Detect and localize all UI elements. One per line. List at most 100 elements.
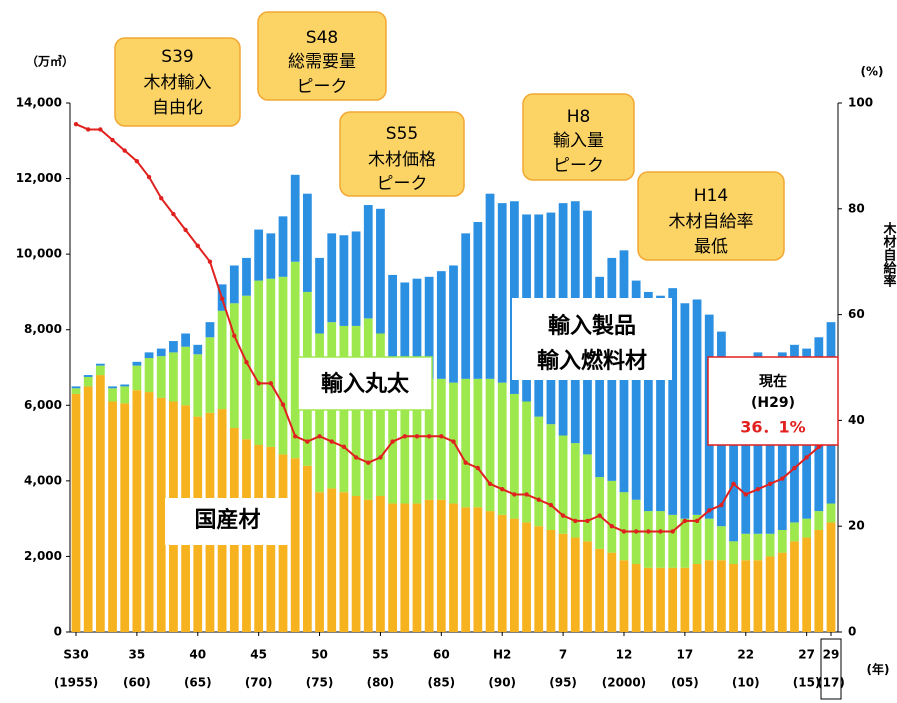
bar-segment [729,386,738,542]
bar-segment [71,393,81,632]
rate-point [560,513,566,518]
bar-segment [95,375,105,632]
rate-point [475,465,481,471]
rate-point [292,434,298,439]
bar-segment [619,560,629,632]
y2-tick-label: 80 [848,201,865,215]
callout-text: ピーク [553,156,604,176]
bar-segment [765,533,775,557]
rate-point [658,529,663,534]
bar-segment [522,522,531,632]
bar-segment [436,499,446,632]
bar-segment [668,514,678,568]
bar-segment [156,397,166,632]
callout-text: 総需要量 [288,52,356,72]
x-tick-year: (80) [367,676,395,690]
y2-tick-label: 20 [848,519,865,533]
bar-segment [668,288,678,515]
current-label: (H29) [751,395,795,411]
y-tick-label: 12,000 [16,171,62,185]
callout-box [522,93,635,181]
bar-segment [643,511,653,568]
bar-segment [595,477,605,549]
callout-text: 最低 [694,237,728,257]
bar-segment [753,560,763,632]
bar-segment [729,563,738,632]
bar-segment [692,299,702,515]
x-tick-label: 29 [823,648,840,662]
rate-point [353,455,359,460]
bar-segment [400,503,410,632]
bar-segment [436,271,446,379]
bar-segment [668,567,678,632]
x-tick-label: H2 [493,648,511,662]
bar-segment [266,278,276,447]
bar-segment [315,333,324,493]
bar-segment [619,492,629,561]
rate-point [670,529,675,534]
rate-point [110,137,115,143]
x-tick-year: (15) [793,676,821,690]
y2-tick-label: 100 [848,96,873,110]
bar-segment [643,291,653,512]
x-tick-label: 17 [677,648,694,662]
x-tick-year: (90) [488,676,516,690]
bar-segment [449,265,458,383]
rate-point [171,211,176,217]
bar-segment [376,333,385,496]
bar-segment [108,401,117,632]
rate-point [463,460,468,465]
y2-tick-label: 0 [848,625,856,639]
rate-point [767,481,773,487]
bar-segment [680,567,690,632]
x-tick-label: 22 [737,648,754,662]
y-tick-label: 14,000 [16,96,62,110]
bar-segment [339,492,349,632]
rate-point [487,481,493,487]
bar-segment [534,416,544,527]
bar-segment [461,378,471,508]
bar-segment [741,560,751,632]
bar-segment [327,488,337,632]
callout-text: H14 [694,186,728,206]
bar-segment [278,216,288,277]
bar-segment [363,499,373,632]
bar-segment [704,560,714,632]
current-label: 現在 [759,373,787,390]
rate-point [366,460,371,465]
x-tick-year: (60) [123,676,151,690]
bar-segment [132,365,142,391]
y2-label: 木材自給率 [881,221,897,288]
bar-segment [583,454,592,542]
rate-point [305,439,310,444]
rate-point [597,513,602,518]
y-unit: （万㎥） [26,54,74,69]
rate-point [585,518,590,524]
bar-segment [242,257,251,296]
bar-segment [83,375,93,377]
bar-segment [132,390,142,632]
bar-segment [388,367,397,504]
callout-box [339,111,465,197]
rate-point [268,381,274,386]
bar-segment [193,354,203,417]
bar-segment [485,378,495,512]
bar-segment [802,537,812,632]
rate-point [731,481,736,487]
rate-point [512,492,517,497]
bar-segment [71,386,81,389]
bar-segment [290,261,300,459]
bar-segment [510,201,519,394]
x-tick-label: 7 [559,648,567,662]
callout-box [637,171,785,261]
bar-segment [412,503,422,632]
rate-point [85,127,91,132]
bar-segment [436,378,446,500]
rate-point [280,402,286,407]
bar-segment [144,352,154,359]
bar-segment [120,403,130,632]
bar-segment [631,280,641,500]
x-tick-year: (70) [245,676,273,690]
series-label-box [512,298,672,380]
bar-segment [546,424,556,530]
